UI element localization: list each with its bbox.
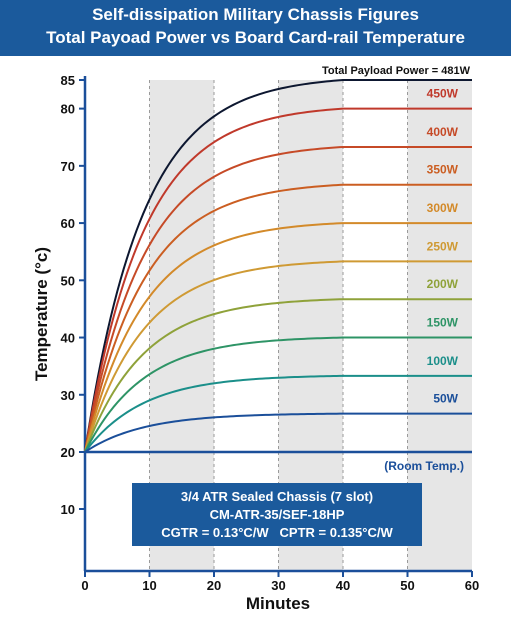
series-label: 400W <box>427 125 459 139</box>
series-label: 50W <box>433 392 458 406</box>
y-tick-label: 30 <box>61 388 75 403</box>
x-tick-label: 60 <box>465 578 479 593</box>
y-axis-label: Temperature (°c) <box>32 247 51 381</box>
x-tick-label: 10 <box>142 578 156 593</box>
series-label: 150W <box>427 316 459 330</box>
series-line <box>84 145 472 453</box>
y-tick-label: 60 <box>61 216 75 231</box>
y-tick-label: 10 <box>61 502 75 517</box>
room-temp-label: (Room Temp.) <box>384 459 464 473</box>
chart-header: Self-dissipation Military Chassis Figure… <box>0 0 511 56</box>
info-line-2: CM-ATR-35/SEF-18HP <box>210 507 345 522</box>
y-tick-label: 80 <box>61 102 75 117</box>
series-label: 200W <box>427 277 459 291</box>
series-line <box>84 412 472 453</box>
x-tick-label: 20 <box>207 578 221 593</box>
series-label: 100W <box>427 354 459 368</box>
y-tick-label: 50 <box>61 273 75 288</box>
temperature-chart: (Room Temp.) Total Payload Power = 481W 45… <box>32 65 479 613</box>
chassis-info-box: 3/4 ATR Sealed Chassis (7 slot) CM-ATR-3… <box>132 483 422 546</box>
series-label: 450W <box>427 87 459 101</box>
series-label: Total Payload Power = 481W <box>322 65 471 77</box>
series-line <box>84 107 472 453</box>
info-line-3: CGTR = 0.13°C/W CPTR = 0.135°C/W <box>161 525 393 540</box>
series-label: 250W <box>427 239 459 253</box>
chart-title: Self-dissipation Military Chassis Figure… <box>92 5 419 24</box>
series-line <box>84 79 472 453</box>
x-tick-label: 30 <box>271 578 285 593</box>
series-line <box>84 298 472 453</box>
series-line <box>84 374 472 453</box>
chart-subtitle: Total Payoad Power vs Board Card-rail Te… <box>46 28 465 47</box>
x-tick-label: 50 <box>400 578 414 593</box>
series-label: 350W <box>427 163 459 177</box>
info-line-1: 3/4 ATR Sealed Chassis (7 slot) <box>181 489 373 504</box>
series-line <box>84 222 472 453</box>
series-label: 300W <box>427 201 459 215</box>
y-tick-label: 85 <box>61 73 75 88</box>
x-axis-label: Minutes <box>246 594 310 613</box>
y-tick-label: 40 <box>61 331 75 346</box>
series-line <box>84 260 472 453</box>
x-tick-label: 0 <box>81 578 88 593</box>
series-line <box>84 336 472 453</box>
y-tick-label: 70 <box>61 159 75 174</box>
x-tick-label: 40 <box>336 578 350 593</box>
y-tick-label: 20 <box>61 445 75 460</box>
series-line <box>84 183 472 453</box>
